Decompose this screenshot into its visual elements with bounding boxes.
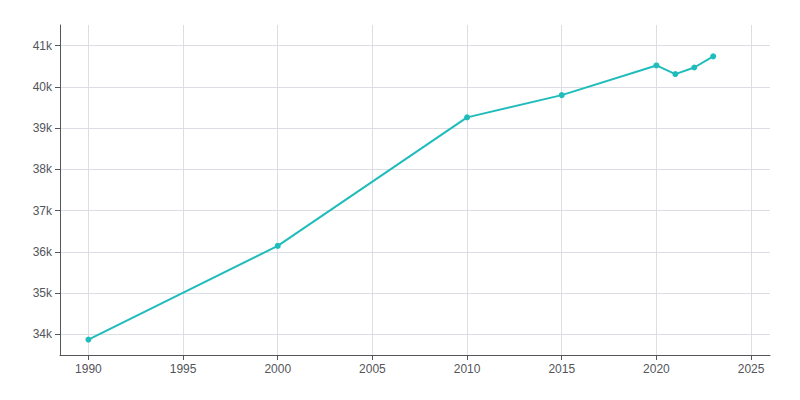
svg-text:2025: 2025 bbox=[738, 362, 765, 376]
svg-text:41k: 41k bbox=[33, 39, 53, 53]
svg-text:2005: 2005 bbox=[359, 362, 386, 376]
svg-text:39k: 39k bbox=[33, 121, 53, 135]
svg-text:1995: 1995 bbox=[170, 362, 197, 376]
svg-text:2015: 2015 bbox=[548, 362, 575, 376]
svg-text:2010: 2010 bbox=[454, 362, 481, 376]
svg-text:35k: 35k bbox=[33, 286, 53, 300]
svg-text:38k: 38k bbox=[33, 162, 53, 176]
svg-text:2000: 2000 bbox=[264, 362, 291, 376]
svg-text:36k: 36k bbox=[33, 245, 53, 259]
svg-text:2020: 2020 bbox=[643, 362, 670, 376]
svg-text:40k: 40k bbox=[33, 80, 53, 94]
svg-text:34k: 34k bbox=[33, 327, 53, 341]
svg-text:1990: 1990 bbox=[75, 362, 102, 376]
svg-text:37k: 37k bbox=[33, 204, 53, 218]
